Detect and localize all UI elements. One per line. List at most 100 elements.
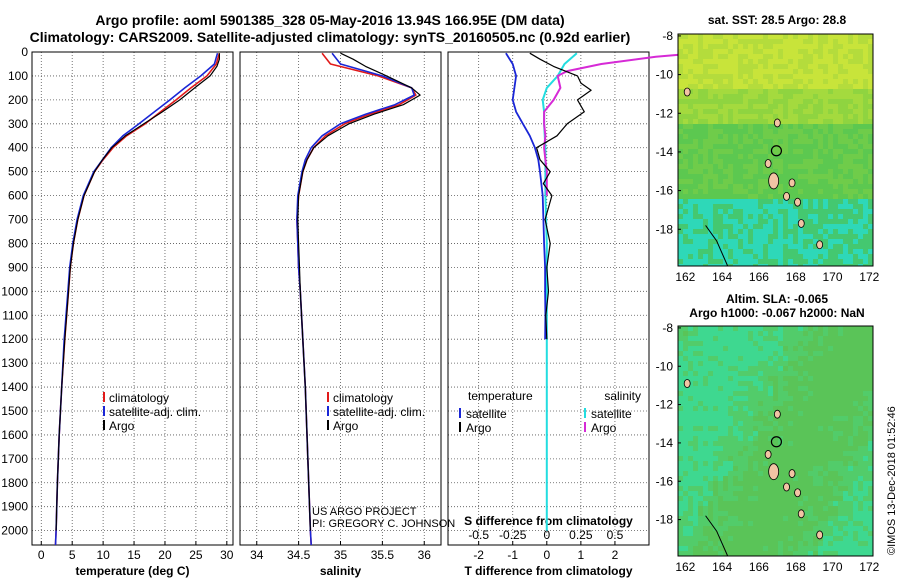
map-cell [843,421,848,426]
map-cell [843,79,848,84]
map-cell [843,541,848,546]
map-cell [788,366,793,371]
map-cell [823,421,828,426]
map-cell [763,461,768,466]
map-cell [828,481,833,486]
map-cell [853,441,858,446]
map-cell [723,356,728,361]
map-cell [743,124,748,129]
map-cell [858,466,863,471]
map-cell [848,396,853,401]
map-cell [703,219,708,224]
map-cell [743,149,748,154]
map-cell [693,129,698,134]
map-cell [753,426,758,431]
map-cell [688,104,693,109]
map-cell [718,526,723,531]
map-cell [843,139,848,144]
map-cell [753,326,758,331]
map-cell [808,416,813,421]
map-cell [793,114,798,119]
map-cell [708,396,713,401]
map-cell [833,491,838,496]
map-cell [713,204,718,209]
map-cell [863,199,868,204]
map-cell [838,94,843,99]
map-cell [813,99,818,104]
map-cell [813,476,818,481]
map-cell [868,411,873,416]
map-cell [863,326,868,331]
map-cell [813,209,818,214]
map-cell [678,346,683,351]
map-cell [843,516,848,521]
title-line-2: Climatology: CARS2009. Satellite-adjuste… [29,29,631,45]
map-cell [683,351,688,356]
map-cell [863,54,868,59]
map-cell [858,506,863,511]
map-cell [848,124,853,129]
map-cell [688,44,693,49]
map-cell [803,331,808,336]
map-cell [798,109,803,114]
map-cell [743,421,748,426]
map-cell [688,421,693,426]
map-cell [733,229,738,234]
map-cell [818,234,823,239]
map-cell [788,351,793,356]
map-cell [678,124,683,129]
map-cell [768,69,773,74]
map-cell [763,144,768,149]
map-cell [853,526,858,531]
map-cell [818,451,823,456]
map-cell [818,194,823,199]
map-cell [838,486,843,491]
map-cell [768,551,773,556]
map-cell [748,134,753,139]
map-cell [723,44,728,49]
map-cell [733,174,738,179]
map-cell [798,501,803,506]
map-cell [713,521,718,526]
map-cell [698,49,703,54]
map-cell [763,169,768,174]
map-cell [833,184,838,189]
map-cell [863,144,868,149]
map-cell [723,224,728,229]
map-cell [868,179,873,184]
map-cell [763,154,768,159]
map-cell [713,134,718,139]
map-cell [753,546,758,551]
map-cell [748,214,753,219]
map-cell [823,476,828,481]
map-cell [828,134,833,139]
map-cell [768,129,773,134]
map-cell [793,411,798,416]
map-cell [708,54,713,59]
map-cell [863,346,868,351]
map-cell [788,219,793,224]
map-cell [778,179,783,184]
map-cell [868,124,873,129]
map-cell [683,501,688,506]
map-cell [678,134,683,139]
map-cell [818,229,823,234]
y-tick-label: 100 [8,69,28,83]
map-cell [793,436,798,441]
map-cell [683,466,688,471]
map-cell [688,431,693,436]
map-cell [808,471,813,476]
map-cell [718,39,723,44]
map-cell [688,224,693,229]
map-lat-tick-label: -14 [656,436,674,450]
map-cell [798,44,803,49]
map-cell [733,94,738,99]
map-cell [763,531,768,536]
map-cell [723,491,728,496]
map-cell [803,541,808,546]
map-cell [683,421,688,426]
map-cell [768,371,773,376]
map-cell [868,64,873,69]
map-cell [818,541,823,546]
map-cell [818,89,823,94]
